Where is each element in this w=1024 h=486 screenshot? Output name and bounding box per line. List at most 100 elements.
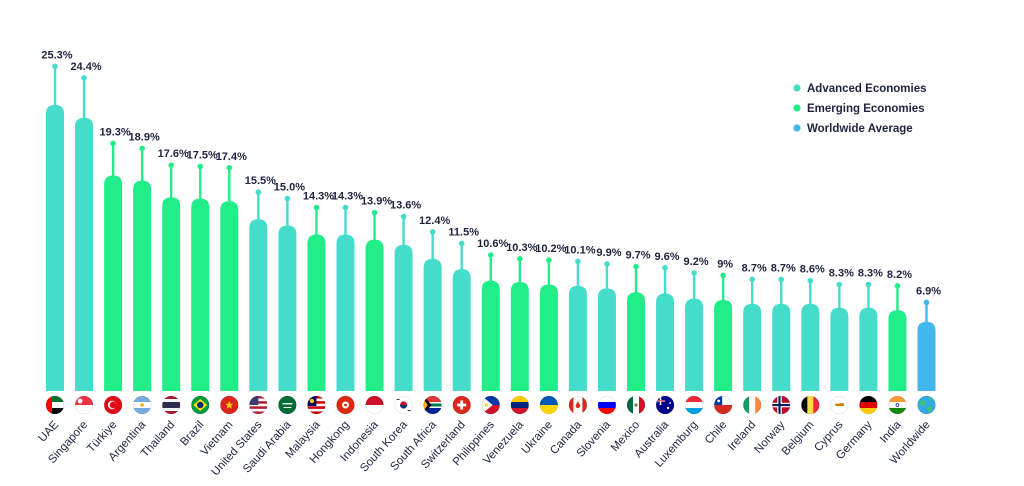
- line-dot: [575, 258, 581, 265]
- bar-group: [714, 272, 733, 391]
- bar-group: [539, 257, 558, 391]
- bar: [481, 280, 500, 391]
- united-states-flag-icon: [249, 395, 268, 414]
- bar-group: [423, 229, 442, 391]
- bar-group: [481, 252, 500, 391]
- bar: [249, 219, 268, 391]
- bar: [46, 104, 64, 392]
- line-dot: [458, 240, 465, 247]
- line-dot: [487, 252, 494, 258]
- switzerland-flag-icon: [452, 395, 471, 414]
- bar-group: [510, 256, 529, 391]
- legend-marker: [793, 124, 801, 132]
- bar: [394, 244, 413, 391]
- vietnam-flag-icon: [220, 395, 239, 414]
- bar-group: [859, 281, 878, 391]
- brazil-flag-icon: [191, 395, 210, 414]
- line-dot: [52, 63, 58, 70]
- bar: [162, 197, 181, 391]
- legend-label: Advanced Economies: [807, 83, 927, 95]
- luxemburg-flag-icon: [685, 395, 704, 414]
- line-dot: [836, 281, 843, 288]
- cyprus-flag-icon: [830, 395, 849, 414]
- bar: [278, 225, 297, 391]
- line-dot: [546, 257, 552, 263]
- germany-flag-icon: [859, 395, 878, 414]
- bar: [104, 175, 123, 391]
- line-dot: [284, 195, 291, 202]
- bar-group: [249, 189, 268, 391]
- ireland-flag-icon: [743, 395, 762, 414]
- bars-layer: [46, 63, 936, 392]
- bar-group: [772, 276, 791, 391]
- category-label: UAE: [36, 419, 61, 445]
- value-label: 17.5%: [187, 149, 218, 161]
- legend-label: Worldwide Average: [807, 123, 913, 135]
- argentina-flag-icon: [133, 395, 152, 414]
- line-dot: [778, 276, 785, 283]
- line-dot: [226, 164, 233, 171]
- value-label: 8.3%: [829, 268, 854, 280]
- bar-group: [365, 209, 384, 391]
- line-dot: [110, 140, 116, 147]
- bar: [75, 117, 94, 391]
- slovenia-flag-icon: [597, 395, 616, 414]
- legend-label: Emerging Economies: [807, 103, 925, 115]
- bar-group: [278, 195, 297, 391]
- bar: [307, 234, 326, 391]
- bar-group: [191, 163, 210, 391]
- bar-group: [801, 277, 820, 391]
- bar-group: [162, 162, 181, 391]
- belgium-flag-icon: [801, 395, 820, 414]
- bar: [801, 303, 820, 391]
- singapore-flag-icon: [75, 395, 94, 414]
- value-label: 13.9%: [361, 196, 392, 208]
- bar: [743, 303, 762, 391]
- value-label: 18.9%: [129, 132, 160, 144]
- bar: [510, 281, 529, 391]
- value-label: 11.5%: [448, 226, 479, 238]
- bar: [220, 201, 239, 391]
- line-dot: [517, 256, 523, 262]
- hongkong-flag-icon: [336, 395, 355, 414]
- bar-group: [46, 63, 64, 392]
- venezuela-flag-icon: [510, 395, 529, 414]
- bar: [597, 288, 616, 391]
- legend: Advanced Economies Emerging Economies Worl…: [793, 83, 927, 135]
- value-label: 8.7%: [771, 262, 796, 274]
- value-label: 8.6%: [800, 264, 825, 276]
- value-label: 14.3%: [303, 191, 334, 203]
- legend-marker: [793, 104, 801, 112]
- bar-group: [917, 299, 936, 391]
- chile-flag-icon: [714, 395, 733, 414]
- line-dot: [604, 261, 610, 267]
- bar-group: [452, 240, 471, 391]
- value-label: 6.9%: [916, 285, 941, 297]
- bar-group: [307, 204, 326, 391]
- line-dot: [923, 299, 930, 306]
- line-dot: [429, 229, 436, 235]
- indonesia-flag-icon: [365, 395, 384, 414]
- turkiye-flag-icon: [104, 395, 123, 414]
- legend-item: Emerging Economies: [793, 103, 925, 115]
- value-label: 10.2%: [535, 243, 566, 255]
- globe-icon: [917, 395, 936, 414]
- category-label: India: [878, 419, 904, 446]
- value-label: 15.0%: [274, 182, 305, 194]
- bar-group: [568, 258, 587, 391]
- bar: [656, 293, 675, 391]
- bar: [133, 180, 152, 391]
- thailand-flag-icon: [162, 395, 181, 414]
- value-label: 14.3%: [332, 191, 363, 203]
- philippines-flag-icon: [481, 395, 500, 414]
- value-label: 10.3%: [506, 242, 537, 254]
- value-label: 9.2%: [684, 256, 709, 268]
- bar-group: [75, 75, 94, 391]
- bar-group: [888, 282, 907, 391]
- canada-flag-icon: [568, 395, 587, 414]
- bar: [830, 307, 849, 391]
- bar: [685, 298, 704, 391]
- bar: [772, 303, 791, 391]
- value-label: 15.5%: [245, 175, 276, 187]
